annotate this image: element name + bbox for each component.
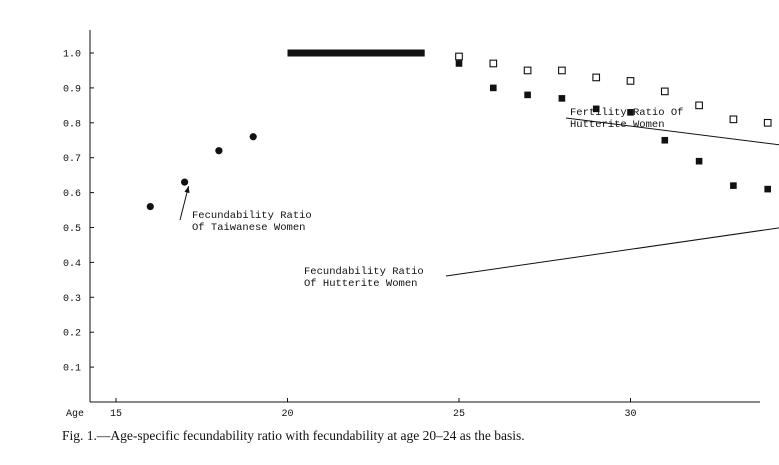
y-tick-label: 0.3: [63, 294, 81, 305]
hutterite-fertility-point: [523, 66, 532, 75]
y-tick-label: 0.1: [63, 364, 81, 375]
taiwanese-fecundability-point: [249, 133, 257, 141]
y-tick-label: 0.9: [63, 84, 81, 95]
hutterite-fecundability-point: [592, 105, 600, 113]
hutterite-fertility-point: [626, 77, 635, 85]
hutterite-fecundability-point: [455, 60, 463, 67]
y-tick-label: 0.6: [63, 189, 81, 200]
x-tick-label: 20: [281, 409, 293, 420]
annotation-label: Of Hutterite Women: [304, 278, 417, 290]
annotation-arrow-shaft: [565, 117, 779, 146]
x-tick-label: 25: [453, 409, 465, 420]
hutterite-fertility-point: [558, 66, 566, 75]
hutterite-fecundability-point: [627, 109, 634, 116]
hutterite-fertility-point: [455, 52, 463, 61]
hutterite-fecundability-point: [524, 91, 531, 99]
taiwanese-fecundability-point: [215, 147, 223, 155]
taiwanese-fecundability-point: [181, 178, 189, 186]
baseline-bar: [287, 49, 425, 57]
hutterite-fecundability-point: [558, 95, 566, 102]
x-axis-label: Age: [66, 409, 84, 420]
x-tick-label: 30: [624, 409, 636, 420]
hutterite-fertility-point: [695, 101, 703, 110]
figure-caption: Fig. 1.—Age-specific fecundability ratio…: [62, 428, 525, 443]
hutterite-fecundability-point: [490, 84, 497, 92]
hutterite-fecundability-point: [730, 182, 737, 189]
x-tick-label: 15: [110, 409, 122, 420]
y-tick-label: 0.2: [63, 329, 81, 340]
hutterite-fecundability-point: [661, 136, 669, 144]
annotation-label: Hutterite Women: [570, 119, 665, 131]
y-tick-label: 0.4: [63, 259, 81, 270]
hutterite-fertility-point: [592, 73, 601, 82]
annotation-label: Fecundability Ratio: [304, 266, 424, 278]
hutterite-fertility-point: [660, 87, 669, 96]
hutterite-fertility-point: [729, 115, 738, 124]
taiwanese-fecundability-point: [146, 202, 154, 211]
annotation-label: Of Taiwanese Women: [192, 222, 305, 234]
annotation-arrow-shaft: [445, 227, 779, 277]
y-tick-label: 0.7: [63, 154, 81, 165]
x-ticks: 1520253035404550: [110, 398, 637, 420]
annotation-arrow-head: [184, 186, 190, 194]
y-tick-label: 0.5: [63, 224, 81, 235]
chart: Age 0.1 0.2 0.3 0.4 0.5 0.6 0.7 0.8 0.9 1.0 15 20 2…: [63, 30, 779, 420]
annotation-label: Fertility Ratio Of: [570, 107, 683, 119]
y-tick-label: 0.8: [63, 119, 81, 130]
baseline-bar-group: [287, 49, 425, 57]
annotation-label: Fecundability Ratio: [192, 210, 312, 222]
y-tick-label: 1.0: [63, 50, 81, 61]
markers: [146, 52, 772, 211]
y-ticks: 0.1 0.2 0.3 0.4 0.5 0.6 0.7 0.8 0.9 1.0: [63, 50, 94, 375]
hutterite-fertility-point: [489, 59, 498, 68]
hutterite-fertility-point: [763, 118, 772, 127]
hutterite-fecundability-point: [764, 185, 771, 193]
hutterite-fecundability-point: [695, 157, 703, 165]
